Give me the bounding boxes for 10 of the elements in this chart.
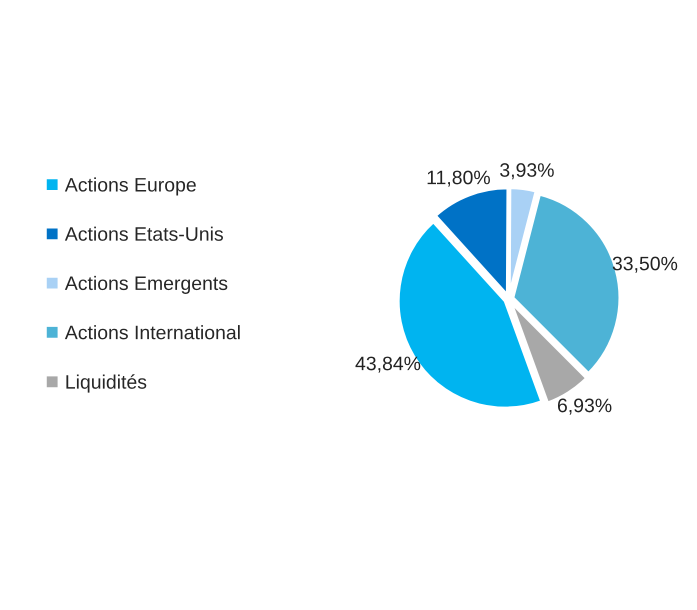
legend-label: Actions Europe: [64, 177, 196, 196]
legend-label: Actions Emergents: [64, 276, 228, 294]
legend-label: Actions Etats-Unis: [64, 226, 223, 241]
data-label: 33,50%: [612, 256, 678, 273]
data-label: 43,84%: [355, 356, 420, 373]
legend-label: Actions International: [64, 325, 240, 340]
data-label: 3,93%: [500, 163, 554, 180]
legend-label: Liquidités: [66, 374, 146, 393]
data-label: 6,93%: [558, 398, 612, 415]
data-label: 11,80%: [428, 170, 490, 187]
